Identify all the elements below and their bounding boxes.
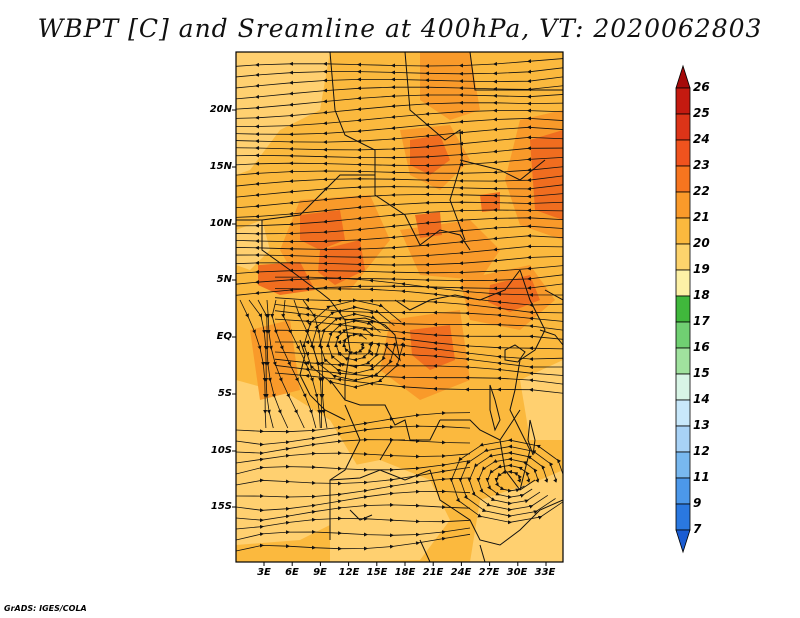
colorbar (675, 64, 691, 554)
colorbar-label-25: 25 (693, 106, 710, 120)
colorbar-label-19: 19 (693, 262, 710, 276)
colorbar-swatch (675, 243, 691, 271)
colorbar-label-22: 22 (693, 184, 710, 198)
streamline (236, 175, 563, 187)
lon-label-3e: 3E (257, 567, 271, 578)
colorbar-label-17: 17 (693, 314, 710, 328)
lon-label-18e: 18E (394, 567, 416, 578)
lon-label-21e: 21E (422, 567, 444, 578)
colorbar-label-23: 23 (693, 158, 710, 172)
map-frame (235, 51, 564, 563)
colorbar-swatch (675, 321, 691, 349)
streamline (236, 460, 471, 475)
streamline (236, 67, 563, 78)
colorbar-label-14: 14 (693, 392, 710, 406)
colorbar-swatch (675, 113, 691, 141)
streamline (236, 437, 471, 456)
colorbar-swatch (675, 503, 691, 531)
lat-label-20n: 20N (209, 104, 232, 115)
colorbar-swatch (675, 477, 691, 505)
lon-label-24e: 24E (450, 567, 472, 578)
colorbar-label-11: 11 (693, 470, 710, 484)
axis-ticks (232, 109, 547, 566)
colorbar-swatch (675, 425, 691, 453)
lon-label-15e: 15E (366, 567, 388, 578)
colorbar-swatch (675, 451, 691, 479)
streamline (302, 299, 328, 429)
footer-credit: GrADS: IGES/COLA (4, 604, 87, 613)
colorbar-swatch (675, 217, 691, 245)
lon-label-27e: 27E (478, 567, 500, 578)
colorbar-label-9: 9 (693, 496, 702, 510)
colorbar-top-arrow (675, 64, 691, 89)
lon-label-12e: 12E (338, 567, 360, 578)
colorbar-swatch (675, 347, 691, 375)
colorbar-swatch (675, 295, 691, 323)
lon-label-30e: 30E (506, 567, 528, 578)
streamline (236, 516, 471, 530)
streamline (236, 76, 563, 89)
colorbar-swatch (675, 87, 691, 115)
streamline (236, 533, 471, 552)
lat-label-10s: 10S (210, 445, 232, 456)
streamline (236, 166, 563, 176)
lat-label-5s: 5S (217, 388, 232, 399)
lon-label-6e: 6E (285, 567, 299, 578)
streamline (236, 58, 563, 69)
colorbar-swatch (675, 399, 691, 427)
colorbar-label-20: 20 (693, 236, 710, 250)
lon-label-33e: 33E (534, 567, 556, 578)
country-borders (236, 52, 563, 562)
streamline (236, 157, 563, 168)
colorbar-swatch (675, 269, 691, 297)
colorbar-swatch (675, 191, 691, 219)
lat-label-15n: 15N (209, 161, 232, 172)
lat-label-10n: 10N (209, 218, 232, 229)
colorbar-label-24: 24 (693, 132, 710, 146)
lat-label-15s: 15S (210, 501, 232, 512)
lat-label-eq: EQ (216, 331, 232, 342)
colorbar-label-13: 13 (693, 418, 710, 432)
lon-label-9e: 9E (313, 567, 327, 578)
colorbar-swatch (675, 373, 691, 401)
lat-label-5n: 5N (216, 274, 232, 285)
colorbar-label-16: 16 (693, 340, 710, 354)
colorbar-label-26: 26 (693, 80, 710, 94)
colorbar-label-12: 12 (693, 444, 710, 458)
colorbar-swatch (675, 139, 691, 167)
colorbar-label-15: 15 (693, 366, 710, 380)
colorbar-label-18: 18 (693, 288, 710, 302)
colorbar-label-7: 7 (693, 522, 702, 536)
streamline (236, 527, 471, 541)
chart-title: WBPT [C] and Sreamline at 400hPa, VT: 20… (37, 14, 763, 43)
colorbar-swatch (675, 165, 691, 193)
colorbar-bottom-arrow (675, 529, 691, 554)
colorbar-label-21: 21 (693, 210, 710, 224)
streamline (236, 265, 563, 275)
